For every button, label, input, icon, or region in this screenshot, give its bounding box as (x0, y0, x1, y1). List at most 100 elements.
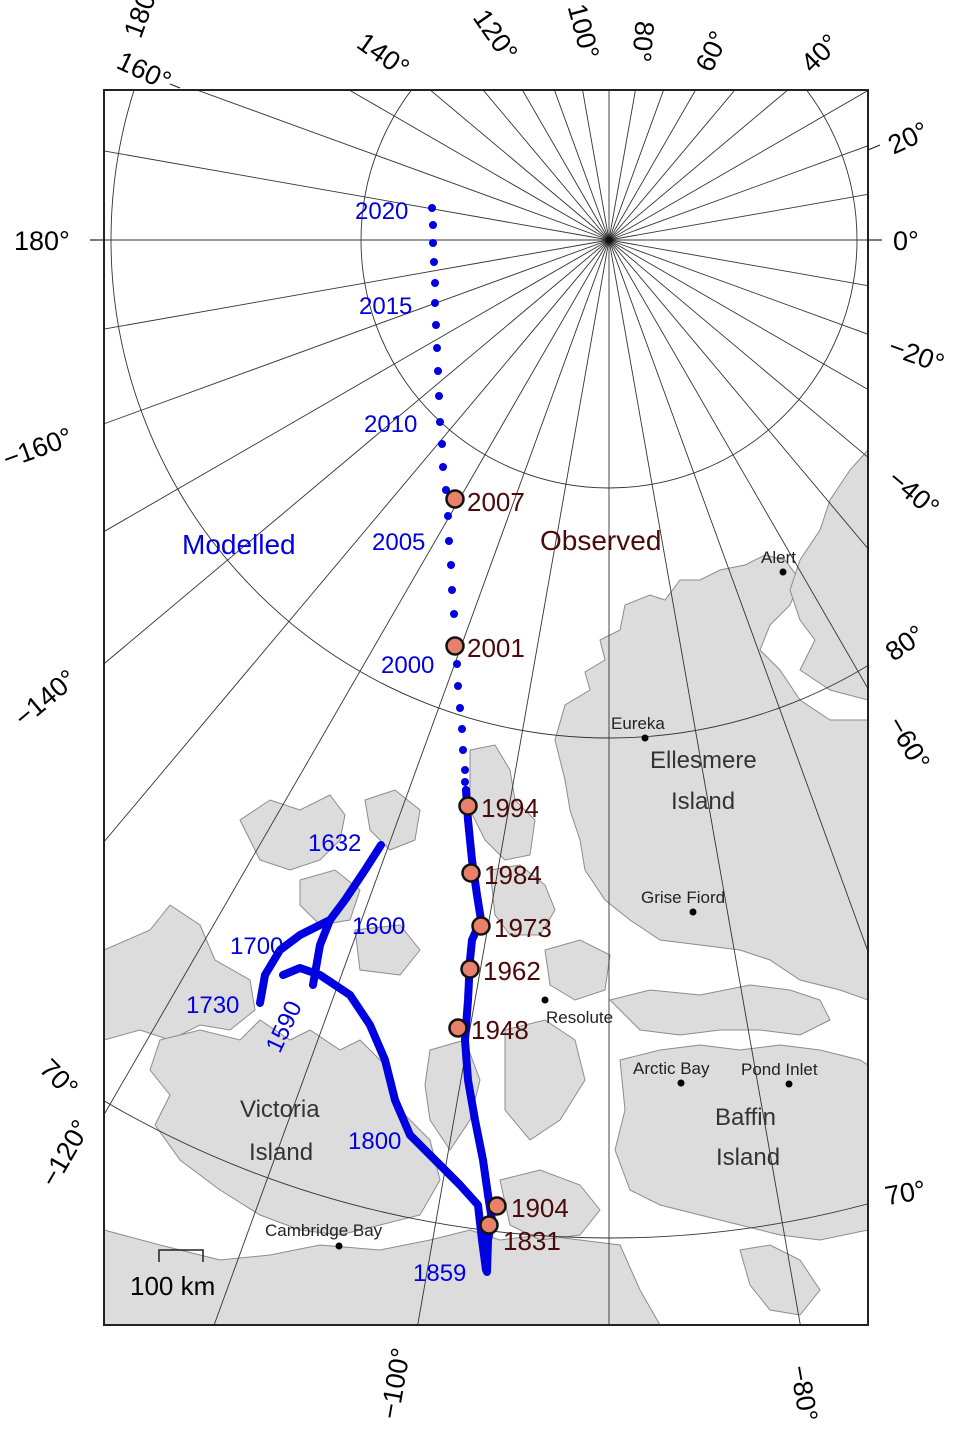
meridian-line (608, 239, 868, 391)
meridian-line (608, 239, 868, 335)
modelled-year-2010: 2010 (364, 411, 418, 438)
observed-pole-points (445, 489, 507, 1235)
observed-point-1994 (458, 796, 478, 816)
observed-point-1831 (479, 1215, 499, 1235)
island-victoria-line2: Island (249, 1139, 314, 1166)
modelled-year-1859: 1859 (413, 1260, 467, 1287)
modelled-point (458, 725, 466, 733)
observed-point-1962 (460, 959, 480, 979)
modelled-point (461, 778, 469, 786)
island-shape (364, 789, 421, 851)
devon-island-shape (609, 984, 831, 1036)
modelled-point (438, 440, 446, 448)
modelled-point (429, 239, 437, 247)
place-resolute: Resolute (546, 1008, 614, 1027)
meridian-line (195, 90, 610, 241)
meridian-line (608, 193, 868, 241)
modelled-year-2000: 2000 (381, 652, 435, 679)
modelled-point (454, 682, 462, 690)
observed-year-2001: 2001 (467, 633, 525, 663)
eureka-marker (641, 734, 649, 742)
observed-year-1831: 1831 (503, 1226, 561, 1256)
legend-observed: Observed (540, 525, 662, 556)
island-shape (299, 869, 361, 926)
island-shape (469, 744, 536, 861)
tick-label-80-top: 80° (626, 19, 660, 64)
meridian-line (608, 90, 665, 241)
modelled-year-1600: 1600 (352, 913, 406, 940)
meridian-line (104, 239, 610, 330)
meridian-line (104, 239, 610, 533)
frame-tick (169, 83, 181, 89)
island-shape (739, 1244, 821, 1316)
legend-modelled: Modelled (182, 529, 296, 560)
island-shape (504, 1019, 586, 1141)
place-pond-inlet: Pond Inlet (741, 1060, 818, 1079)
modelled-point (431, 279, 439, 287)
frame-ticks (90, 83, 882, 241)
modelled-point (444, 512, 452, 520)
greenland-shape (789, 449, 868, 701)
place-eureka: Eureka (611, 714, 665, 733)
island-ellesmere-line2: Island (671, 788, 736, 815)
island-baffin-line2: Island (716, 1144, 781, 1171)
tick-label-180-left: 180° (14, 226, 70, 256)
island-ellesmere-line1: Ellesmere (650, 747, 757, 774)
meridian-line (429, 90, 610, 241)
latitude-circle (360, 90, 858, 489)
modelled-point (433, 344, 441, 352)
modelled-year-1730: 1730 (186, 992, 240, 1019)
victoria-island-shape (149, 1019, 441, 1236)
meridian-line (521, 90, 610, 241)
resolute-marker (541, 996, 549, 1004)
modelled-point (434, 367, 442, 375)
observed-point-2007 (445, 489, 465, 509)
north-pole-marker (604, 235, 614, 245)
latitude-circle (110, 90, 868, 739)
modelled-year-1700: 1700 (230, 933, 284, 960)
modelled-point (435, 392, 443, 400)
modelled-point (439, 463, 447, 471)
island-baffin-line1: Baffin (715, 1104, 776, 1131)
meridian-line (104, 239, 610, 843)
meridian-line (348, 90, 610, 241)
island-shape (239, 794, 346, 871)
place-markers (335, 568, 793, 1250)
observed-point-1904 (487, 1196, 507, 1216)
latitude-circle (104, 1099, 868, 1239)
modelled-point (436, 418, 444, 426)
cambridge-bay-marker (335, 1242, 343, 1250)
modelled-year-1800: 1800 (348, 1128, 402, 1155)
scale-bar-label: 100 km (130, 1271, 216, 1301)
observed-point-2001 (445, 636, 465, 656)
meridian-line (608, 239, 868, 953)
meridian-line (482, 90, 610, 241)
observed-point-1948 (448, 1018, 468, 1038)
meridian-line (608, 90, 789, 241)
modelled-point (448, 586, 456, 594)
scale-bar (158, 1249, 204, 1262)
meridian-line (608, 239, 801, 1325)
observed-point-1984 (461, 863, 481, 883)
baffin-island-shape (614, 1044, 868, 1241)
modelled-point (456, 704, 464, 712)
meridian-line (608, 239, 868, 458)
modelled-point (431, 299, 439, 307)
meridian-line (608, 90, 736, 241)
meridian-line (104, 239, 610, 425)
modelled-point (430, 258, 438, 266)
modelled-path-segment (256, 841, 385, 1007)
modelled-year-2015: 2015 (359, 293, 413, 320)
island-shape (489, 864, 556, 936)
modelled-point (428, 204, 436, 212)
meridian-line (608, 239, 868, 690)
island-shape (544, 939, 611, 1001)
meridian-line (213, 239, 610, 1325)
modelled-point (447, 561, 455, 569)
grise-fiord-marker (689, 908, 697, 916)
observed-year-1994: 1994 (481, 793, 539, 823)
modelled-point (429, 221, 437, 229)
modelled-point (450, 610, 458, 618)
meridian-line (104, 239, 610, 1116)
